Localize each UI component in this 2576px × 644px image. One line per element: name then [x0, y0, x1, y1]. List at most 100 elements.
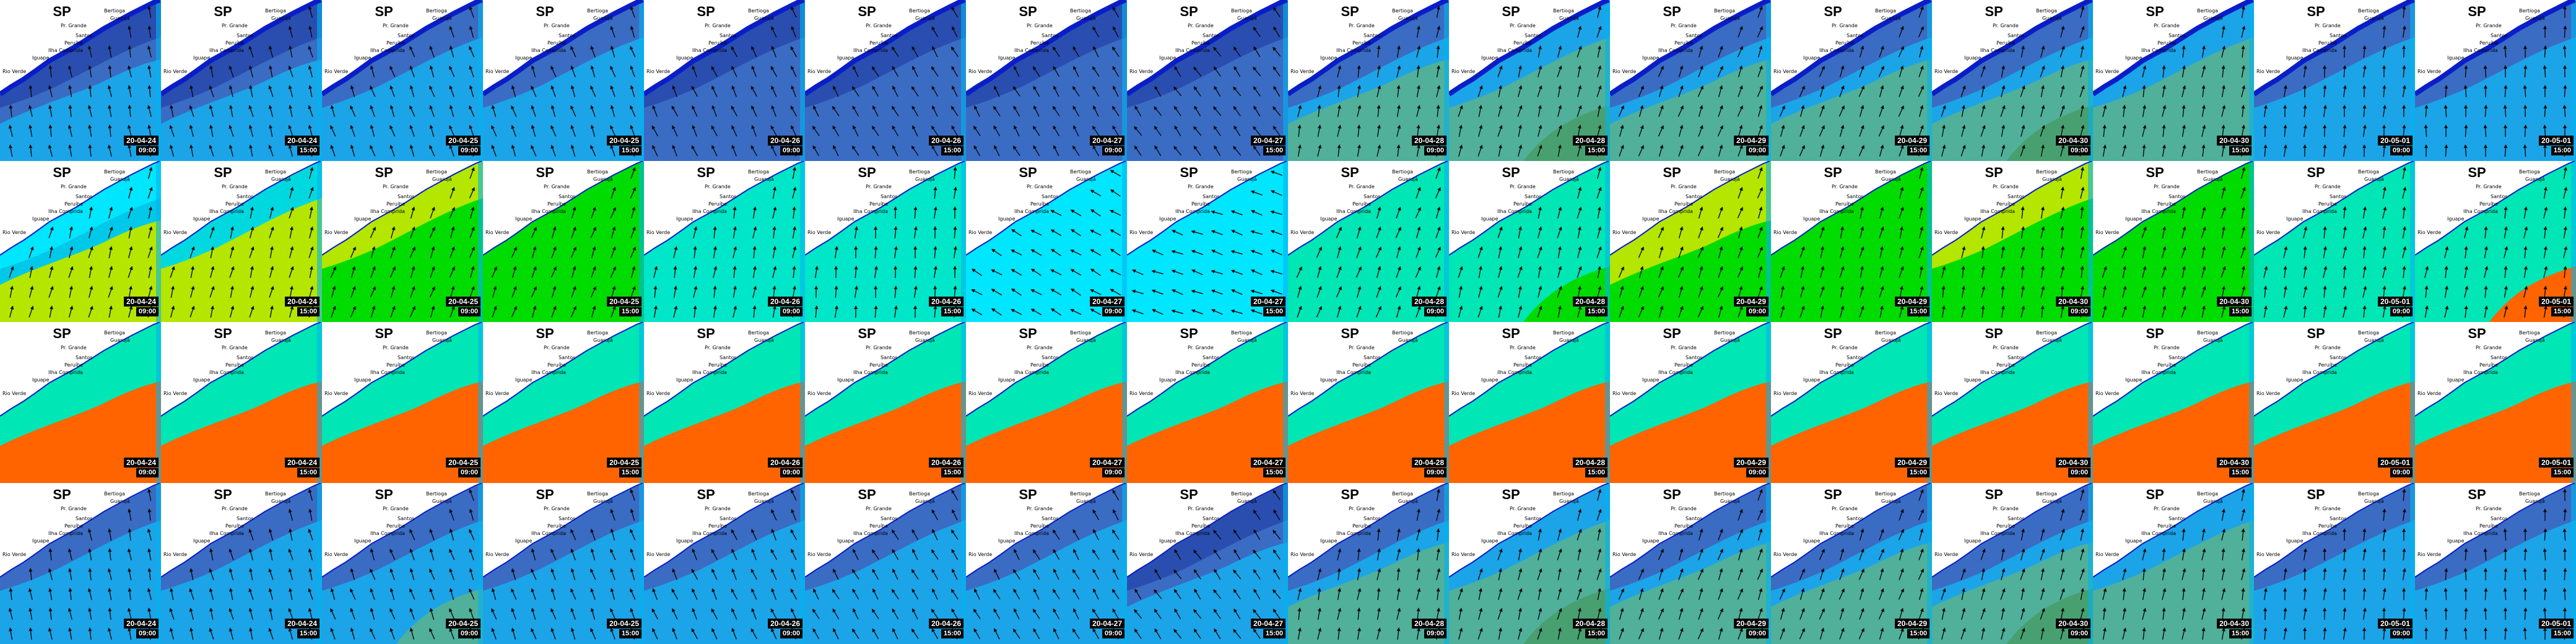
map-panel[interactable]: Bertioga Guarujá Pr. Grande Santos Peruíbe Il…: [1771, 322, 1932, 483]
map-panel[interactable]: Bertioga Guarujá Pr. Grande Santos Peruíbe Il…: [0, 322, 161, 483]
vector-arrow: [931, 549, 939, 560]
place-label: Guarujá: [110, 176, 130, 182]
map-panel[interactable]: Bertioga Guarujá Pr. Grande Santos Peruíbe Il…: [483, 483, 644, 644]
map-panel[interactable]: Bertioga Guarujá Pr. Grande Santos Peruíbe Il…: [805, 161, 966, 322]
map-panel[interactable]: Bertioga Guarujá Pr. Grande Santos Peruíbe Il…: [2254, 161, 2415, 322]
map-panel[interactable]: Bertioga Guarujá Pr. Grande Santos Peruíbe Il…: [161, 322, 322, 483]
map-panel[interactable]: Bertioga Guarujá Pr. Grande Santos Peruíbe Il…: [644, 161, 805, 322]
vector-arrow: [2263, 105, 2268, 117]
map-panel[interactable]: Bertioga Guarujá Pr. Grande Santos Peruíbe Il…: [1449, 0, 1610, 161]
vector-arrow: [851, 145, 859, 156]
map-panel[interactable]: Bertioga Guarujá Pr. Grande Santos Peruíbe Il…: [1449, 161, 1610, 322]
map-panel[interactable]: Bertioga Guarujá Pr. Grande Santos Peruíbe Il…: [1127, 161, 1288, 322]
map-panel[interactable]: Bertioga Guarujá Pr. Grande Santos Peruíbe Il…: [1771, 483, 1932, 644]
map-panel[interactable]: Bertioga Guarujá Pr. Grande Santos Peruíbe Il…: [2254, 322, 2415, 483]
map-panel[interactable]: Bertioga Guarujá Pr. Grande Santos Peruíbe Il…: [644, 322, 805, 483]
vector-arrow: [2343, 285, 2347, 298]
map-panel[interactable]: Bertioga Guarujá Pr. Grande Santos Peruíbe Il…: [1932, 483, 2093, 644]
vector-arrow: [991, 248, 1002, 256]
map-panel[interactable]: Bertioga Guarujá Pr. Grande Santos Peruíbe Il…: [966, 483, 1127, 644]
map-panel[interactable]: Bertioga Guarujá Pr. Grande Santos Peruíbe Il…: [1932, 0, 2093, 161]
map-panel[interactable]: Bertioga Guarujá Pr. Grande Santos Peruíbe Il…: [1288, 0, 1449, 161]
map-panel[interactable]: Bertioga Guarujá Pr. Grande Santos Peruíbe Il…: [483, 161, 644, 322]
vector-arrow: [2343, 305, 2348, 318]
map-panel[interactable]: Bertioga Guarujá Pr. Grande Santos Peruíbe Il…: [2093, 0, 2254, 161]
vector-arrow: [450, 186, 455, 199]
place-label: Iguape: [1481, 377, 1498, 383]
vector-arrow: [871, 66, 879, 77]
vector-arrow: [1070, 228, 1081, 237]
map-panel[interactable]: Bertioga Guarujá Pr. Grande Santos Peruíbe Il…: [1288, 322, 1449, 483]
map-panel[interactable]: Bertioga Guarujá Pr. Grande Santos Peruíbe Il…: [1771, 0, 1932, 161]
map-panel[interactable]: Bertioga Guarujá Pr. Grande Santos Peruíbe Il…: [483, 0, 644, 161]
map-panel[interactable]: Bertioga Guarujá Pr. Grande Santos Peruíbe Il…: [1127, 0, 1288, 161]
vector-arrow: [933, 226, 938, 239]
vector-arrow: [653, 305, 658, 318]
map-panel[interactable]: Bertioga Guarujá Pr. Grande Santos Peruíbe Il…: [2254, 0, 2415, 161]
map-panel[interactable]: Bertioga Guarujá Pr. Grande Santos Peruíbe Il…: [1610, 0, 1771, 161]
vector-arrow: [1213, 589, 1222, 599]
map-panel[interactable]: Bertioga Guarujá Pr. Grande Santos Peruíbe Il…: [2415, 483, 2576, 644]
map-panel[interactable]: Bertioga Guarujá Pr. Grande Santos Peruíbe Il…: [644, 483, 805, 644]
map-panel[interactable]: Bertioga Guarujá Pr. Grande Santos Peruíbe Il…: [1610, 161, 1771, 322]
land: [322, 483, 482, 577]
map-panel[interactable]: Bertioga Guarujá Pr. Grande Santos Peruíbe Il…: [2415, 322, 2576, 483]
vector-arrow: [2142, 568, 2146, 581]
map-panel[interactable]: Bertioga Guarujá Pr. Grande Santos Peruíbe Il…: [1288, 161, 1449, 322]
map-panel[interactable]: Bertioga Guarujá Pr. Grande Santos Peruíbe Il…: [1127, 322, 1288, 483]
coastline: [2415, 483, 2575, 578]
vector-arrow: [711, 105, 717, 117]
map-panel[interactable]: Bertioga Guarujá Pr. Grande Santos Peruíbe Il…: [1449, 322, 1610, 483]
map-panel[interactable]: Bertioga Guarujá Pr. Grande Santos Peruíbe Il…: [161, 161, 322, 322]
map-panel[interactable]: Bertioga Guarujá Pr. Grande Santos Peruíbe Il…: [1932, 161, 2093, 322]
vector-arrow: [228, 627, 234, 640]
map-panel[interactable]: Bertioga Guarujá Pr. Grande Santos Peruíbe Il…: [322, 483, 483, 644]
vector-arrow: [932, 588, 938, 600]
map-panel[interactable]: Bertioga Guarujá Pr. Grande Santos Peruíbe Il…: [2415, 161, 2576, 322]
map-panel[interactable]: Bertioga Guarujá Pr. Grande Santos Peruíbe Il…: [2093, 322, 2254, 483]
map-panel[interactable]: Bertioga Guarujá Pr. Grande Santos Peruíbe Il…: [1610, 322, 1771, 483]
map-panel[interactable]: Bertioga Guarujá Pr. Grande Santos Peruíbe Il…: [1932, 322, 2093, 483]
map-panel[interactable]: Bertioga Guarujá Pr. Grande Santos Peruíbe Il…: [805, 322, 966, 483]
domain-edge: [961, 483, 966, 644]
map-panel[interactable]: Bertioga Guarujá Pr. Grande Santos Peruíbe Il…: [1127, 483, 1288, 644]
map-panel[interactable]: Bertioga Guarujá Pr. Grande Santos Peruíbe Il…: [0, 161, 161, 322]
map-panel[interactable]: Bertioga Guarujá Pr. Grande Santos Peruíbe Il…: [322, 322, 483, 483]
map-panel[interactable]: Bertioga Guarujá Pr. Grande Santos Peruíbe Il…: [322, 161, 483, 322]
vector-arrow: [49, 305, 53, 318]
map-panel[interactable]: Bertioga Guarujá Pr. Grande Santos Peruíbe Il…: [0, 0, 161, 161]
vector-arrow: [2464, 266, 2468, 278]
vector-arrow: [892, 568, 899, 580]
vector-arrow: [469, 45, 475, 58]
place-label: Guarujá: [1559, 498, 1579, 504]
map-panel[interactable]: Bertioga Guarujá Pr. Grande Santos Peruíbe Il…: [161, 483, 322, 644]
vector-arrow: [771, 528, 777, 541]
map-panel[interactable]: Bertioga Guarujá Pr. Grande Santos Peruíbe Il…: [805, 0, 966, 161]
map-panel[interactable]: Bertioga Guarujá Pr. Grande Santos Peruíbe Il…: [2093, 483, 2254, 644]
map-panel[interactable]: Bertioga Guarujá Pr. Grande Santos Peruíbe Il…: [1610, 483, 1771, 644]
vector-arrow: [834, 305, 838, 318]
map-panel[interactable]: Bertioga Guarujá Pr. Grande Santos Peruíbe Il…: [161, 0, 322, 161]
map-panel[interactable]: Bertioga Guarujá Pr. Grande Santos Peruíbe Il…: [805, 483, 966, 644]
vector-arrow: [429, 124, 435, 137]
domain-edge: [1283, 322, 1288, 483]
coastline: [805, 483, 965, 578]
map-panel[interactable]: Bertioga Guarujá Pr. Grande Santos Peruíbe Il…: [966, 0, 1127, 161]
map-panel[interactable]: Bertioga Guarujá Pr. Grande Santos Peruíbe Il…: [1288, 483, 1449, 644]
vector-arrow: [1297, 607, 1302, 620]
map-panel[interactable]: Bertioga Guarujá Pr. Grande Santos Peruíbe Il…: [966, 161, 1127, 322]
map-panel[interactable]: Bertioga Guarujá Pr. Grande Santos Peruíbe Il…: [1771, 161, 1932, 322]
map-panel[interactable]: Bertioga Guarujá Pr. Grande Santos Peruíbe Il…: [322, 0, 483, 161]
map-panel[interactable]: Bertioga Guarujá Pr. Grande Santos Peruíbe Il…: [1449, 483, 1610, 644]
map-panel[interactable]: Bertioga Guarujá Pr. Grande Santos Peruíbe Il…: [966, 322, 1127, 483]
map-panel[interactable]: Bertioga Guarujá Pr. Grande Santos Peruíbe Il…: [483, 322, 644, 483]
map-panel[interactable]: Bertioga Guarujá Pr. Grande Santos Peruíbe Il…: [2093, 161, 2254, 322]
map-panel[interactable]: Bertioga Guarujá Pr. Grande Santos Peruíbe Il…: [2415, 0, 2576, 161]
map-panel[interactable]: Bertioga Guarujá Pr. Grande Santos Peruíbe Il…: [0, 483, 161, 644]
map-panel[interactable]: Bertioga Guarujá Pr. Grande Santos Peruíbe Il…: [644, 0, 805, 161]
vector-arrow: [1619, 607, 1624, 620]
vector-arrow: [550, 548, 557, 560]
vector-arrow: [1416, 305, 1421, 318]
map-panel[interactable]: Bertioga Guarujá Pr. Grande Santos Peruíbe Il…: [2254, 483, 2415, 644]
vector-arrow: [1416, 285, 1421, 298]
